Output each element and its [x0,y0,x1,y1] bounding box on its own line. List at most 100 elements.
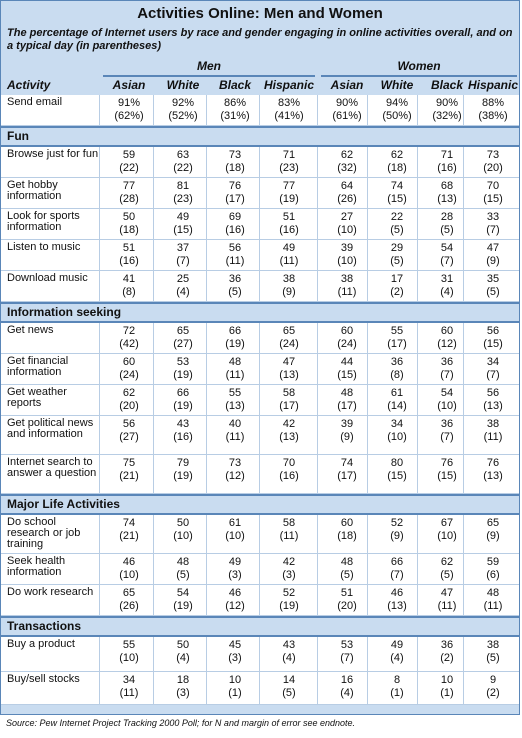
row-label: Get weather reports [7,386,67,409]
typical-day-value: (10) [173,530,193,542]
typical-day-value: (28) [119,193,139,205]
typical-day-value: (6) [486,569,500,581]
typical-day-value: (13) [279,369,299,381]
overall-value: 65 [122,587,136,599]
overall-value: 60 [122,356,136,368]
typical-day-value: (19) [279,193,299,205]
overall-value: 18 [176,674,190,686]
typical-day-value: (62%) [114,110,144,122]
typical-day-value: (38%) [478,110,508,122]
table-cell: 50 (4) [157,639,209,665]
typical-day-value: (15) [387,470,407,482]
overall-value: 62 [340,149,354,161]
overall-value: 31 [440,273,454,285]
table-cell: 90% (32%) [421,97,473,123]
typical-day-value: (19) [279,600,299,612]
table-cell: 34 (10) [371,418,423,444]
table-cell: 65 (27) [157,325,209,351]
table-cell: 66 (7) [371,556,423,582]
typical-day-value: (19) [173,470,193,482]
table-cell: 51 (20) [321,587,373,613]
overall-value: 33 [486,211,500,223]
typical-day-value: (12) [225,600,245,612]
col-activity: Activity [7,78,51,92]
typical-day-value: (19) [173,369,193,381]
overall-value: 70 [486,180,500,192]
overall-value: 83% [277,97,301,109]
table-cell: 59 (22) [103,149,155,175]
overall-value: 36 [440,639,454,651]
overall-value: 56 [486,325,500,337]
overall-value: 76 [228,180,242,192]
overall-value: 46 [228,587,242,599]
overall-value: 54 [440,387,454,399]
typical-day-value: (13) [483,400,503,412]
overall-value: 66 [390,556,404,568]
overall-value: 25 [176,273,190,285]
overall-value: 16 [340,674,354,686]
table-cell: 74 (15) [371,180,423,206]
overall-value: 74 [340,457,354,469]
typical-day-value: (13) [225,400,245,412]
table-row: Download music 41 (8) 25 (4) 36 (5) 38 (9) 38 (11)… [1,271,519,302]
overall-value: 60 [340,517,354,529]
typical-day-value: (2) [486,687,500,699]
overall-value: 43 [176,418,190,430]
typical-day-value: (3) [228,652,242,664]
row-label: Get political news and information [7,417,94,440]
group-women: Women [321,57,517,77]
table-row: Listen to music 51 (16) 37 (7) 56 (11) 49 (11) 39… [1,240,519,271]
table-cell: 29 (5) [371,242,423,268]
typical-day-value: (17) [337,400,357,412]
typical-day-value: (7) [390,569,404,581]
overall-value: 94% [385,97,409,109]
typical-day-value: (1) [440,687,454,699]
col-hispanic-women: Hispanic [467,78,518,92]
table-cell: 43 (16) [157,418,209,444]
typical-day-value: (9) [340,431,354,443]
overall-value: 72 [122,325,136,337]
typical-day-value: (4) [440,286,454,298]
col-asian-women: Asian [330,78,364,92]
typical-day-value: (15) [173,224,193,236]
table-cell: 45 (3) [209,639,261,665]
table-cell: 46 (13) [371,587,423,613]
table-cell: 48 (5) [321,556,373,582]
table-cell: 80 (15) [371,457,423,483]
overall-value: 75 [122,457,136,469]
overall-value: 60 [440,325,454,337]
typical-day-value: (22) [173,162,193,174]
col-white-men: White [166,78,200,92]
table-cell: 62 (32) [321,149,373,175]
row-label: Buy/sell stocks [7,673,80,685]
typical-day-value: (11) [119,687,139,699]
typical-day-value: (5) [282,687,296,699]
overall-value: 90% [335,97,359,109]
table-row: Get political news and information 56 (27)… [1,416,519,455]
table-cell: 62 (20) [103,387,155,413]
overall-value: 54 [440,242,454,254]
typical-day-value: (13) [483,470,503,482]
typical-day-value: (4) [390,652,404,664]
overall-value: 59 [122,149,136,161]
table-body: Send email 91% (62%) 92% (52%) 86% (31%) 83% (41… [1,95,519,705]
table-cell: 61 (14) [371,387,423,413]
table-cell: 44 (15) [321,356,373,382]
overall-value: 43 [282,639,296,651]
overall-value: 40 [228,418,242,430]
overall-value: 44 [340,356,354,368]
table-cell: 27 (10) [321,211,373,237]
table-cell: 60 (24) [103,356,155,382]
overall-value: 56 [122,418,136,430]
overall-value: 48 [486,587,500,599]
table-cell: 34 (7) [467,356,519,382]
table-cell: 75 (21) [103,457,155,483]
typical-day-value: (8) [390,369,404,381]
overall-value: 76 [440,457,454,469]
overall-value: 65 [486,517,500,529]
table-cell: 16 (4) [321,674,373,700]
table-cell: 42 (13) [263,418,315,444]
table-row: Seek health information 46 (10) 48 (5) 49 (3) 4… [1,554,519,585]
typical-day-value: (16) [173,431,193,443]
typical-day-value: (16) [437,162,457,174]
